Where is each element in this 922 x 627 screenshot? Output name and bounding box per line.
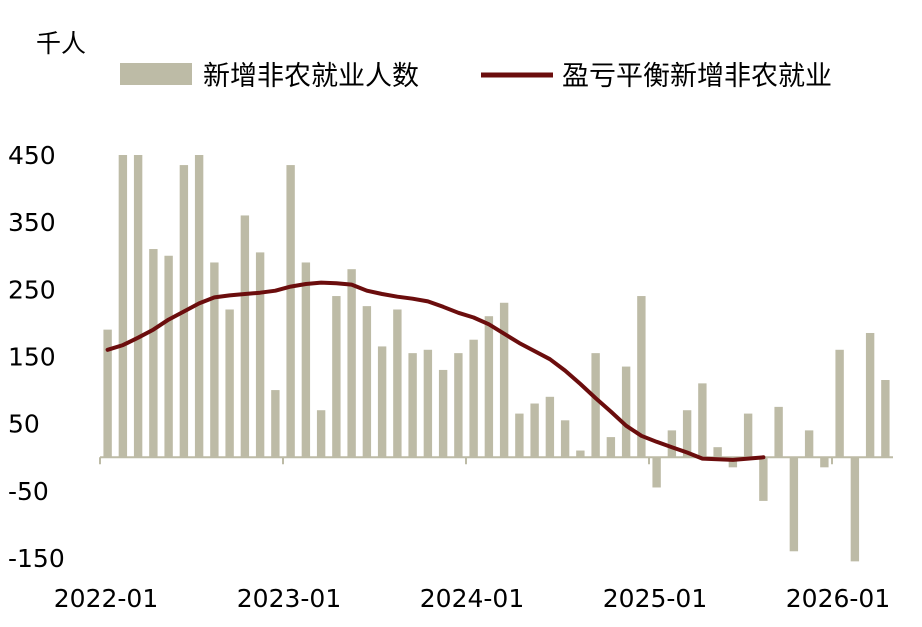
bar bbox=[103, 329, 112, 458]
bar bbox=[316, 410, 326, 458]
legend: 新增非农就业人数 盈亏平衡新增非农就业 bbox=[120, 61, 832, 92]
bar bbox=[515, 413, 524, 458]
bar bbox=[591, 353, 600, 458]
unit-label: 千人 bbox=[36, 29, 86, 58]
legend-bar-swatch bbox=[120, 63, 192, 85]
bar bbox=[774, 406, 783, 458]
x-axis-tick-marks bbox=[99, 457, 833, 465]
bar bbox=[210, 262, 219, 458]
bar bbox=[743, 413, 753, 458]
bar bbox=[652, 457, 661, 488]
bar bbox=[454, 353, 463, 458]
bar bbox=[789, 457, 799, 552]
bar bbox=[423, 349, 433, 458]
bar bbox=[637, 296, 646, 458]
bar bbox=[545, 396, 555, 458]
bar bbox=[194, 155, 204, 458]
legend-line-label: 盈亏平衡新增非农就业 bbox=[562, 61, 832, 92]
x-axis-ticks: 2022-01 2023-01 2024-01 2025-01 2026-01 bbox=[54, 584, 890, 613]
bar bbox=[881, 380, 890, 458]
bar-series bbox=[103, 155, 890, 562]
bar bbox=[271, 390, 280, 458]
bar bbox=[682, 410, 692, 458]
bar bbox=[606, 437, 616, 458]
bar bbox=[621, 366, 631, 458]
y-tick-label: -50 bbox=[8, 477, 49, 506]
bar bbox=[698, 383, 707, 458]
bar bbox=[667, 430, 677, 458]
x-tick-label: 2024-01 bbox=[420, 584, 524, 613]
x-tick-label: 2022-01 bbox=[54, 584, 158, 613]
bar bbox=[347, 269, 356, 458]
y-axis-ticks: 450 350 250 150 50 -50 -150 bbox=[8, 141, 65, 573]
bar bbox=[332, 296, 341, 458]
bar bbox=[393, 309, 402, 458]
bar bbox=[850, 457, 860, 562]
legend-bar-label: 新增非农就业人数 bbox=[203, 61, 419, 92]
x-tick-label: 2025-01 bbox=[603, 584, 707, 613]
bar bbox=[576, 450, 585, 458]
bar bbox=[713, 447, 722, 458]
y-tick-label: 450 bbox=[8, 141, 56, 170]
y-tick-label: 350 bbox=[8, 208, 56, 237]
bar bbox=[240, 215, 250, 458]
bar bbox=[286, 165, 295, 458]
line-series bbox=[105, 280, 766, 462]
bar bbox=[133, 155, 143, 458]
y-tick-label: 150 bbox=[8, 343, 56, 372]
bar bbox=[865, 332, 875, 458]
bar bbox=[759, 457, 768, 501]
bar bbox=[728, 457, 738, 468]
x-tick-label: 2026-01 bbox=[786, 584, 890, 613]
bar bbox=[484, 316, 494, 458]
bar bbox=[499, 302, 509, 458]
y-tick-label: -150 bbox=[8, 544, 65, 573]
bar bbox=[164, 255, 173, 458]
x-tick-label: 2023-01 bbox=[237, 584, 341, 613]
bar bbox=[438, 369, 448, 458]
y-tick-label: 50 bbox=[8, 410, 40, 439]
bar bbox=[408, 353, 417, 458]
bar bbox=[820, 457, 829, 468]
bar bbox=[149, 249, 158, 458]
bar bbox=[255, 252, 265, 458]
bar bbox=[804, 430, 814, 458]
bar bbox=[377, 346, 387, 458]
bar bbox=[362, 306, 372, 458]
bar bbox=[301, 262, 311, 458]
bar bbox=[560, 420, 570, 458]
bar bbox=[469, 339, 478, 458]
bar bbox=[118, 155, 128, 458]
y-tick-label: 250 bbox=[8, 275, 56, 304]
bar bbox=[530, 403, 539, 458]
bar bbox=[225, 309, 234, 458]
bar bbox=[835, 349, 844, 458]
